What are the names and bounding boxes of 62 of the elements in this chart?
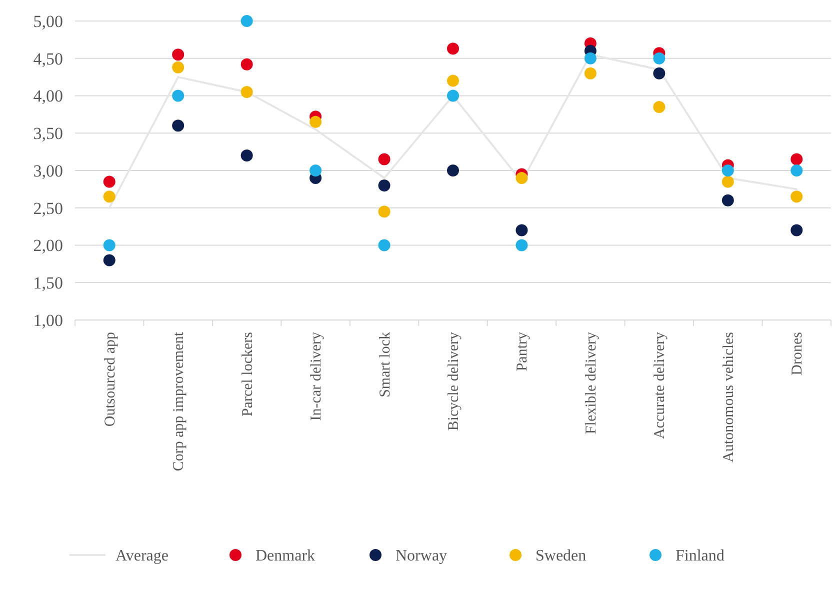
- y-tick-label: 1,00: [33, 310, 63, 330]
- x-tick-label: Accurate delivery: [652, 332, 668, 440]
- point: [653, 100, 666, 113]
- x-tick-label: Flexible delivery: [583, 332, 600, 434]
- point: [103, 176, 116, 188]
- y-tick-label: 4,00: [33, 86, 63, 106]
- legend-label: Norway: [396, 548, 448, 565]
- x-tick-label: Outsourced app: [102, 332, 118, 427]
- legend-label: Finland: [676, 548, 724, 565]
- legend-label: Sweden: [536, 548, 586, 565]
- point: [516, 224, 528, 236]
- point: [240, 15, 253, 27]
- point: [790, 224, 803, 236]
- x-tick-label: Parcel lockers: [240, 332, 256, 417]
- point: [103, 239, 116, 252]
- x-tick-label: Bicycle delivery: [446, 332, 462, 431]
- point: [722, 176, 734, 188]
- point: [172, 90, 184, 102]
- point: [378, 179, 390, 192]
- x-tick-label: Smart lock: [377, 332, 394, 398]
- point: [310, 116, 322, 128]
- point: [172, 48, 184, 61]
- point: [240, 58, 253, 70]
- y-tick-label: 2,00: [33, 236, 63, 256]
- point: [310, 164, 322, 176]
- point: [103, 190, 116, 203]
- point: [790, 164, 803, 176]
- point: [722, 164, 734, 176]
- point: [378, 153, 390, 166]
- x-tick-label: Autonomous vehicles: [720, 332, 737, 462]
- y-tick-label: 3,00: [33, 161, 63, 180]
- point: [447, 90, 459, 102]
- point: [584, 52, 596, 64]
- point: [516, 172, 528, 184]
- point: [516, 239, 528, 252]
- point: [378, 239, 390, 252]
- point: [240, 150, 253, 162]
- y-tick-label: 4,50: [33, 49, 63, 68]
- point: [378, 206, 390, 218]
- x-tick-label: Drones: [790, 332, 806, 376]
- point: [240, 86, 253, 98]
- point: [103, 254, 116, 266]
- point: [653, 52, 666, 64]
- legend-label: Average: [116, 548, 168, 565]
- y-tick-label: 1,50: [33, 274, 63, 293]
- point: [172, 61, 184, 74]
- y-tick-label: 5,00: [33, 12, 63, 31]
- y-tick-label: 2,50: [33, 198, 63, 218]
- x-tick-label: Corp app improvement: [171, 331, 188, 472]
- point: [790, 153, 803, 166]
- point: [447, 164, 459, 176]
- legend-label: Denmark: [256, 548, 316, 565]
- point: [584, 67, 596, 80]
- x-tick-label: Pantry: [514, 332, 531, 372]
- point: [722, 194, 734, 206]
- point: [447, 74, 459, 87]
- y-tick-label: 3,50: [33, 124, 63, 144]
- point: [653, 67, 666, 80]
- x-tick-label: In-car delivery: [308, 332, 325, 421]
- point: [447, 42, 459, 55]
- point: [790, 190, 803, 203]
- point: [172, 120, 184, 132]
